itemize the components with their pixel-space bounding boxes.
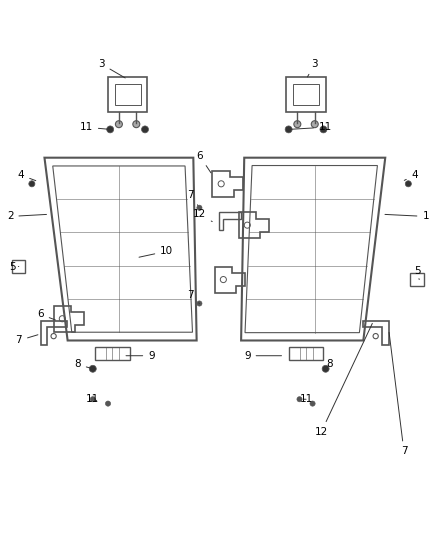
- Circle shape: [294, 120, 301, 128]
- Circle shape: [116, 120, 122, 128]
- Circle shape: [285, 126, 292, 133]
- Text: 8: 8: [74, 359, 90, 369]
- Text: 11: 11: [291, 122, 332, 132]
- Bar: [286, 77, 325, 112]
- Text: 6: 6: [37, 309, 55, 320]
- Bar: [95, 347, 130, 360]
- Circle shape: [297, 397, 302, 402]
- Text: 4: 4: [404, 170, 418, 180]
- Bar: [12, 260, 25, 273]
- Circle shape: [90, 397, 95, 402]
- Circle shape: [311, 120, 318, 128]
- Text: 3: 3: [307, 59, 318, 77]
- Circle shape: [405, 181, 411, 187]
- Text: 12: 12: [193, 209, 212, 222]
- Circle shape: [197, 301, 202, 306]
- Bar: [115, 84, 141, 106]
- Text: 1: 1: [385, 212, 429, 221]
- Text: 11: 11: [300, 394, 313, 404]
- Bar: [293, 84, 319, 106]
- Circle shape: [141, 126, 148, 133]
- Text: 6: 6: [196, 150, 211, 173]
- Text: 10: 10: [139, 246, 173, 257]
- Bar: [410, 273, 424, 286]
- Text: 11: 11: [80, 122, 107, 132]
- Text: 7: 7: [187, 290, 199, 303]
- Circle shape: [322, 365, 329, 372]
- Bar: [289, 347, 323, 360]
- Bar: [108, 77, 147, 112]
- Circle shape: [310, 401, 315, 406]
- Circle shape: [106, 401, 111, 406]
- Text: 5: 5: [414, 266, 420, 279]
- Text: 7: 7: [187, 190, 198, 205]
- Text: 9: 9: [244, 351, 282, 361]
- Circle shape: [133, 120, 140, 128]
- Circle shape: [197, 205, 202, 211]
- Circle shape: [89, 365, 96, 372]
- Circle shape: [29, 181, 35, 187]
- Text: 9: 9: [126, 351, 155, 361]
- Text: 4: 4: [18, 170, 36, 181]
- Circle shape: [320, 126, 327, 133]
- Text: 5: 5: [9, 262, 19, 271]
- Text: 7: 7: [389, 333, 407, 456]
- Circle shape: [107, 126, 114, 133]
- Text: 12: 12: [314, 324, 372, 437]
- Text: 2: 2: [7, 212, 46, 221]
- Text: 3: 3: [98, 59, 125, 78]
- Text: 11: 11: [86, 394, 99, 404]
- Text: 8: 8: [327, 359, 333, 369]
- Text: 7: 7: [15, 335, 38, 345]
